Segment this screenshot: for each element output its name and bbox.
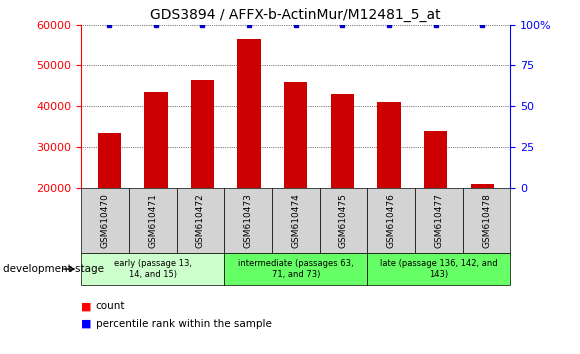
- Text: GSM610476: GSM610476: [387, 193, 396, 248]
- Text: GSM610473: GSM610473: [244, 193, 253, 248]
- Text: GSM610475: GSM610475: [339, 193, 348, 248]
- Bar: [471, 183, 494, 188]
- Text: development stage: development stage: [3, 264, 104, 274]
- Text: GSM610471: GSM610471: [148, 193, 157, 248]
- Text: GSM610470: GSM610470: [100, 193, 110, 248]
- Bar: [331, 94, 354, 188]
- Title: GDS3894 / AFFX-b-ActinMur/M12481_5_at: GDS3894 / AFFX-b-ActinMur/M12481_5_at: [150, 8, 441, 22]
- Text: ■: ■: [81, 301, 92, 311]
- Bar: [424, 131, 447, 188]
- Text: ■: ■: [81, 319, 92, 329]
- Text: late (passage 136, 142, and
143): late (passage 136, 142, and 143): [380, 259, 498, 279]
- Bar: [97, 133, 121, 188]
- Text: GSM610474: GSM610474: [291, 193, 300, 248]
- Text: GSM610477: GSM610477: [434, 193, 443, 248]
- Bar: [144, 92, 168, 188]
- Text: early (passage 13,
14, and 15): early (passage 13, 14, and 15): [114, 259, 192, 279]
- Bar: [237, 39, 261, 188]
- Text: GSM610478: GSM610478: [482, 193, 491, 248]
- Text: GSM610472: GSM610472: [196, 193, 205, 248]
- Bar: [191, 80, 214, 188]
- Text: percentile rank within the sample: percentile rank within the sample: [96, 319, 271, 329]
- Bar: [284, 82, 307, 188]
- Bar: [378, 102, 401, 188]
- Text: intermediate (passages 63,
71, and 73): intermediate (passages 63, 71, and 73): [238, 259, 354, 279]
- Text: count: count: [96, 301, 125, 311]
